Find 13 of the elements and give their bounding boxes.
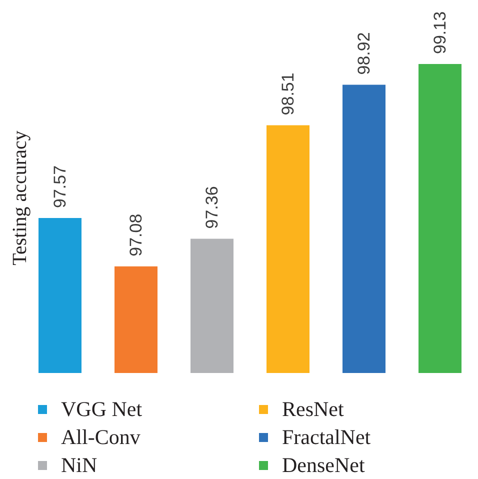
legend-label: VGG Net	[61, 397, 142, 421]
legend-label: ResNet	[282, 397, 344, 421]
y-axis-title: Testing accuracy	[9, 130, 31, 266]
data-label: 98.51	[278, 72, 298, 116]
data-label: 99.13	[430, 11, 450, 54]
data-label: 97.36	[202, 186, 222, 229]
data-label: 98.92	[354, 32, 374, 75]
legend-label: DenseNet	[282, 453, 365, 477]
legend-label: NiN	[61, 453, 98, 477]
data-label: 97.57	[50, 165, 70, 208]
data-label: 97.08	[126, 214, 146, 256]
legend-label: All-Conv	[61, 425, 140, 449]
legend-label: FractalNet	[282, 425, 371, 449]
